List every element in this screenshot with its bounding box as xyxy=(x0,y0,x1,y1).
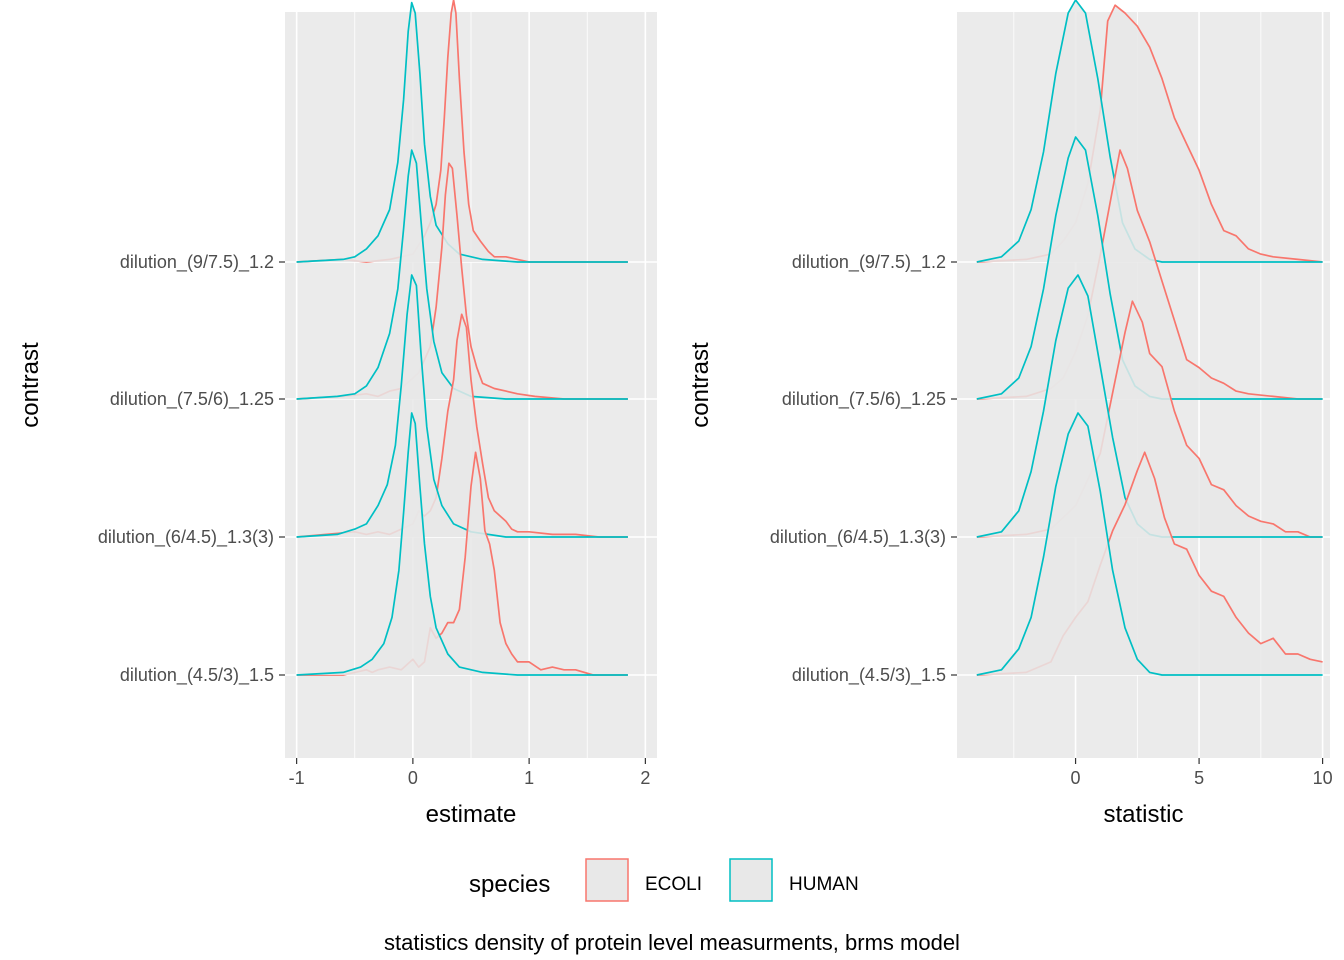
chart-caption: statistics density of protein level meas… xyxy=(384,930,960,955)
legend-label-ecoli: ECOLI xyxy=(645,874,702,895)
x-tick-label: 0 xyxy=(1071,768,1081,788)
ridge-fill-ecoli xyxy=(976,5,1323,262)
x-axis-title: estimate xyxy=(426,801,517,828)
ridge-fill-ecoli xyxy=(976,150,1323,399)
x-tick-label: -1 xyxy=(289,768,305,788)
y-tick-label: dilution_(4.5/3)_1.5 xyxy=(792,665,946,686)
y-tick-label: dilution_(7.5/6)_1.25 xyxy=(110,389,274,410)
ridge-fill-human xyxy=(976,413,1323,675)
x-tick-label: 5 xyxy=(1194,768,1204,788)
y-axis-title: contrast xyxy=(17,342,44,428)
ridge-fill-ecoli xyxy=(296,452,628,675)
ridge-fill-ecoli xyxy=(976,452,1323,675)
y-axis-title: contrast xyxy=(687,342,714,428)
ridge-line-human xyxy=(976,412,1323,676)
legend-label-human: HUMAN xyxy=(789,874,859,895)
ridge-fill-ecoli xyxy=(296,314,628,537)
x-tick-label: 0 xyxy=(408,768,418,788)
x-axis-title: statistic xyxy=(1103,801,1183,828)
legend-title: species xyxy=(469,871,550,898)
panel-estimate: -1 0 1 2 dilution_(4.5/3)_1.5 dilution_(6/4.5… xyxy=(17,0,657,828)
ridge-line-human xyxy=(296,412,628,676)
y-tick-label: dilution_(9/7.5)_1.2 xyxy=(120,252,274,273)
ridge-line-human xyxy=(296,274,628,538)
legend: species ECOLI HUMAN xyxy=(469,858,859,902)
legend-key-human xyxy=(729,858,773,902)
y-tick-label: dilution_(7.5/6)_1.25 xyxy=(782,389,946,410)
legend-key-ecoli xyxy=(585,858,629,902)
ridge-fill-ecoli xyxy=(976,301,1323,537)
y-tick-label: dilution_(9/7.5)_1.2 xyxy=(792,252,946,273)
y-tick-label: dilution_(6/4.5)_1.3(3) xyxy=(770,527,946,548)
y-tick-label: dilution_(4.5/3)_1.5 xyxy=(120,665,274,686)
panel-statistic: 0 5 10 dilution_(4.5/3)_1.5 dilution_(6/4.5)… xyxy=(687,0,1333,828)
x-tick-label: 10 xyxy=(1313,768,1333,788)
y-tick-label: dilution_(6/4.5)_1.3(3) xyxy=(98,527,274,548)
x-tick-label: 1 xyxy=(524,768,534,788)
x-tick-label: 2 xyxy=(640,768,650,788)
